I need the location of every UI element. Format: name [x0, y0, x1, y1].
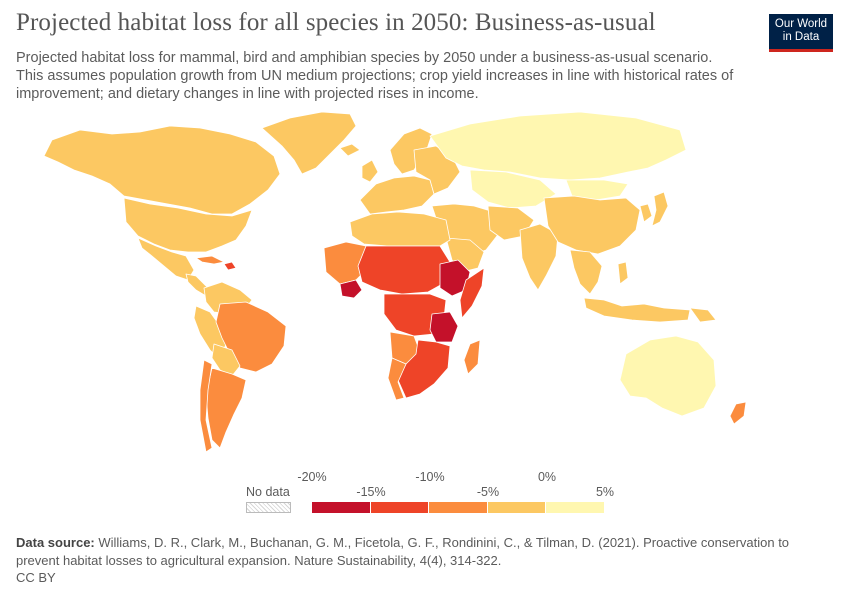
region-canada-alaska[interactable]: [43, 125, 281, 215]
region-indonesia[interactable]: [583, 297, 691, 323]
region-kazakhstan-central-asia[interactable]: [469, 169, 557, 209]
region-chile[interactable]: [199, 359, 213, 453]
owid-logo[interactable]: Our World in Data: [769, 14, 833, 52]
region-united-states[interactable]: [123, 197, 253, 253]
region-australia[interactable]: [619, 335, 717, 417]
world-map: [43, 111, 747, 453]
logo-line-1: Our World: [774, 18, 828, 30]
chart-subtitle: Projected habitat loss for mammal, bird …: [16, 50, 734, 102]
region-argentina[interactable]: [205, 367, 247, 449]
region-new-zealand[interactable]: [729, 401, 747, 425]
region-somalia[interactable]: [459, 267, 485, 319]
region-central-sahel[interactable]: [357, 245, 451, 295]
region-iceland[interactable]: [339, 143, 361, 157]
data-source-note: Data source: Williams, D. R., Clark, M.,…: [16, 534, 816, 570]
region-hispaniola[interactable]: [223, 261, 237, 271]
legend-tick-5: 5%: [595, 485, 615, 499]
region-china[interactable]: [543, 195, 641, 255]
region-southern-africa-east[interactable]: [397, 339, 451, 399]
legend-bin-2[interactable]: [429, 502, 488, 513]
region-papua-new-guinea[interactable]: [689, 307, 717, 323]
logo-line-2: in Data: [782, 31, 820, 43]
region-uk-ireland[interactable]: [361, 159, 379, 183]
region-korea[interactable]: [639, 203, 653, 223]
legend-no-data-label: No data: [246, 485, 290, 499]
legend-bin-4[interactable]: [546, 502, 605, 513]
region-greenland[interactable]: [261, 111, 357, 175]
region-madagascar[interactable]: [463, 339, 481, 375]
region-cuba[interactable]: [195, 255, 225, 265]
data-source-text[interactable]: Williams, D. R., Clark, M., Buchanan, G.…: [16, 535, 790, 568]
region-india[interactable]: [519, 223, 559, 291]
region-philippines[interactable]: [617, 261, 629, 285]
chart-title: Projected habitat loss for all species i…: [16, 9, 656, 36]
legend-tick-minus-10: -10%: [415, 470, 445, 484]
legend-bin-3[interactable]: [487, 502, 547, 513]
data-source-label: Data source:: [16, 535, 95, 550]
region-cote-divoire-ghana[interactable]: [339, 279, 363, 299]
region-southeast-asia[interactable]: [569, 249, 603, 295]
legend-bin-1[interactable]: [370, 502, 430, 513]
legend-tick-0: 0%: [537, 470, 557, 484]
legend-tick-minus-5: -5%: [476, 485, 500, 499]
legend-tick-minus-20: -20%: [297, 470, 327, 484]
legend-no-data-swatch[interactable]: [246, 502, 291, 513]
license-label[interactable]: CC BY: [16, 570, 56, 585]
region-japan[interactable]: [651, 191, 669, 227]
region-north-africa[interactable]: [349, 211, 451, 247]
legend-color-scale: [312, 502, 605, 513]
legend-bin-0[interactable]: [312, 502, 371, 513]
region-western-europe[interactable]: [359, 175, 435, 215]
region-tanzania[interactable]: [429, 311, 459, 343]
legend-tick-minus-15: -15%: [356, 485, 386, 499]
region-namibia-botswana[interactable]: [387, 357, 407, 401]
region-russia[interactable]: [429, 111, 687, 181]
